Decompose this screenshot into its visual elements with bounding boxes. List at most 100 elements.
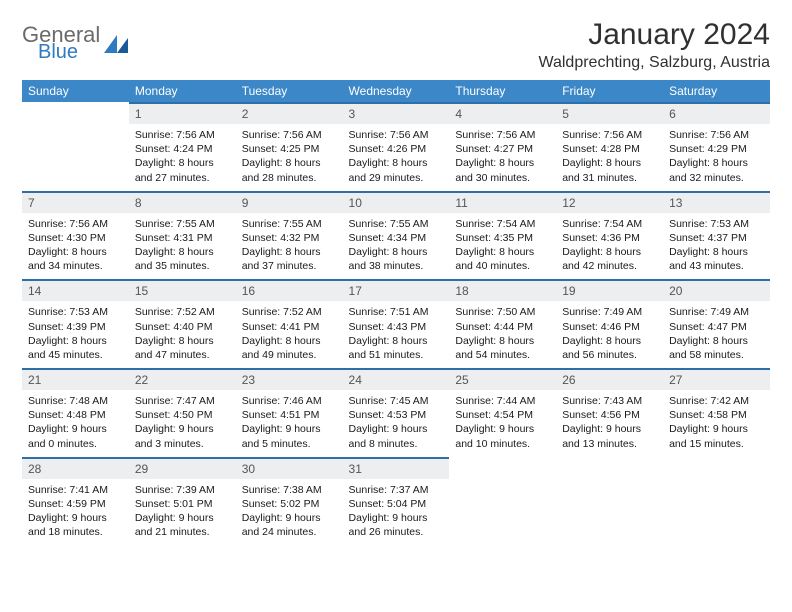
calendar-day-cell: 30Sunrise: 7:38 AMSunset: 5:02 PMDayligh…	[236, 457, 343, 546]
calendar-day-cell: 2Sunrise: 7:56 AMSunset: 4:25 PMDaylight…	[236, 102, 343, 191]
calendar-day-cell: 20Sunrise: 7:49 AMSunset: 4:47 PMDayligh…	[663, 279, 770, 368]
day-details: Sunrise: 7:55 AMSunset: 4:31 PMDaylight:…	[129, 213, 236, 280]
weekday-header: Saturday	[663, 80, 770, 102]
weekday-header: Wednesday	[343, 80, 450, 102]
weekday-header: Tuesday	[236, 80, 343, 102]
day-details: Sunrise: 7:52 AMSunset: 4:41 PMDaylight:…	[236, 301, 343, 368]
day-details: Sunrise: 7:42 AMSunset: 4:58 PMDaylight:…	[663, 390, 770, 457]
calendar-day-cell	[22, 102, 129, 191]
day-number: 31	[343, 457, 450, 479]
day-number: 19	[556, 279, 663, 301]
day-number: 12	[556, 191, 663, 213]
calendar-day-cell: 15Sunrise: 7:52 AMSunset: 4:40 PMDayligh…	[129, 279, 236, 368]
calendar-day-cell: 10Sunrise: 7:55 AMSunset: 4:34 PMDayligh…	[343, 191, 450, 280]
calendar-day-cell: 23Sunrise: 7:46 AMSunset: 4:51 PMDayligh…	[236, 368, 343, 457]
calendar-week-row: 14Sunrise: 7:53 AMSunset: 4:39 PMDayligh…	[22, 279, 770, 368]
day-number: 17	[343, 279, 450, 301]
day-details: Sunrise: 7:55 AMSunset: 4:34 PMDaylight:…	[343, 213, 450, 280]
day-number: 14	[22, 279, 129, 301]
calendar-day-cell: 21Sunrise: 7:48 AMSunset: 4:48 PMDayligh…	[22, 368, 129, 457]
location-subtitle: Waldprechting, Salzburg, Austria	[538, 54, 770, 72]
day-details: Sunrise: 7:56 AMSunset: 4:29 PMDaylight:…	[663, 124, 770, 191]
day-details: Sunrise: 7:44 AMSunset: 4:54 PMDaylight:…	[449, 390, 556, 457]
calendar-day-cell: 24Sunrise: 7:45 AMSunset: 4:53 PMDayligh…	[343, 368, 450, 457]
day-number: 29	[129, 457, 236, 479]
calendar-table: SundayMondayTuesdayWednesdayThursdayFrid…	[22, 80, 770, 545]
day-details: Sunrise: 7:54 AMSunset: 4:36 PMDaylight:…	[556, 213, 663, 280]
calendar-day-cell: 22Sunrise: 7:47 AMSunset: 4:50 PMDayligh…	[129, 368, 236, 457]
day-details: Sunrise: 7:38 AMSunset: 5:02 PMDaylight:…	[236, 479, 343, 546]
day-number: 3	[343, 102, 450, 124]
weekday-header: Friday	[556, 80, 663, 102]
day-details: Sunrise: 7:43 AMSunset: 4:56 PMDaylight:…	[556, 390, 663, 457]
day-details: Sunrise: 7:41 AMSunset: 4:59 PMDaylight:…	[22, 479, 129, 546]
day-number: 27	[663, 368, 770, 390]
calendar-day-cell: 16Sunrise: 7:52 AMSunset: 4:41 PMDayligh…	[236, 279, 343, 368]
calendar-day-cell: 5Sunrise: 7:56 AMSunset: 4:28 PMDaylight…	[556, 102, 663, 191]
day-details: Sunrise: 7:53 AMSunset: 4:37 PMDaylight:…	[663, 213, 770, 280]
weekday-header-row: SundayMondayTuesdayWednesdayThursdayFrid…	[22, 80, 770, 102]
day-number: 24	[343, 368, 450, 390]
day-number: 5	[556, 102, 663, 124]
calendar-day-cell: 6Sunrise: 7:56 AMSunset: 4:29 PMDaylight…	[663, 102, 770, 191]
weekday-header: Sunday	[22, 80, 129, 102]
day-number: 1	[129, 102, 236, 124]
page-title: January 2024	[538, 18, 770, 52]
day-details: Sunrise: 7:49 AMSunset: 4:47 PMDaylight:…	[663, 301, 770, 368]
day-number: 13	[663, 191, 770, 213]
calendar-day-cell: 14Sunrise: 7:53 AMSunset: 4:39 PMDayligh…	[22, 279, 129, 368]
day-details: Sunrise: 7:54 AMSunset: 4:35 PMDaylight:…	[449, 213, 556, 280]
day-number: 4	[449, 102, 556, 124]
day-details: Sunrise: 7:56 AMSunset: 4:26 PMDaylight:…	[343, 124, 450, 191]
calendar-week-row: 7Sunrise: 7:56 AMSunset: 4:30 PMDaylight…	[22, 191, 770, 280]
day-number: 15	[129, 279, 236, 301]
day-number: 30	[236, 457, 343, 479]
day-details: Sunrise: 7:56 AMSunset: 4:30 PMDaylight:…	[22, 213, 129, 280]
brand-line2: Blue	[38, 42, 100, 62]
day-details: Sunrise: 7:49 AMSunset: 4:46 PMDaylight:…	[556, 301, 663, 368]
day-details: Sunrise: 7:55 AMSunset: 4:32 PMDaylight:…	[236, 213, 343, 280]
calendar-day-cell: 11Sunrise: 7:54 AMSunset: 4:35 PMDayligh…	[449, 191, 556, 280]
day-number: 9	[236, 191, 343, 213]
calendar-day-cell: 29Sunrise: 7:39 AMSunset: 5:01 PMDayligh…	[129, 457, 236, 546]
calendar-day-cell: 26Sunrise: 7:43 AMSunset: 4:56 PMDayligh…	[556, 368, 663, 457]
calendar-day-cell: 31Sunrise: 7:37 AMSunset: 5:04 PMDayligh…	[343, 457, 450, 546]
calendar-day-cell: 4Sunrise: 7:56 AMSunset: 4:27 PMDaylight…	[449, 102, 556, 191]
day-number: 23	[236, 368, 343, 390]
calendar-day-cell: 12Sunrise: 7:54 AMSunset: 4:36 PMDayligh…	[556, 191, 663, 280]
calendar-day-cell	[663, 457, 770, 546]
calendar-day-cell	[556, 457, 663, 546]
day-number: 8	[129, 191, 236, 213]
calendar-day-cell: 3Sunrise: 7:56 AMSunset: 4:26 PMDaylight…	[343, 102, 450, 191]
calendar-week-row: 21Sunrise: 7:48 AMSunset: 4:48 PMDayligh…	[22, 368, 770, 457]
calendar-week-row: 1Sunrise: 7:56 AMSunset: 4:24 PMDaylight…	[22, 102, 770, 191]
day-number: 26	[556, 368, 663, 390]
calendar-day-cell: 19Sunrise: 7:49 AMSunset: 4:46 PMDayligh…	[556, 279, 663, 368]
calendar-day-cell: 17Sunrise: 7:51 AMSunset: 4:43 PMDayligh…	[343, 279, 450, 368]
day-number: 6	[663, 102, 770, 124]
weekday-header: Monday	[129, 80, 236, 102]
day-details: Sunrise: 7:56 AMSunset: 4:27 PMDaylight:…	[449, 124, 556, 191]
day-details: Sunrise: 7:45 AMSunset: 4:53 PMDaylight:…	[343, 390, 450, 457]
day-details: Sunrise: 7:47 AMSunset: 4:50 PMDaylight:…	[129, 390, 236, 457]
day-details: Sunrise: 7:37 AMSunset: 5:04 PMDaylight:…	[343, 479, 450, 546]
calendar-day-cell: 13Sunrise: 7:53 AMSunset: 4:37 PMDayligh…	[663, 191, 770, 280]
calendar-day-cell: 18Sunrise: 7:50 AMSunset: 4:44 PMDayligh…	[449, 279, 556, 368]
day-number: 20	[663, 279, 770, 301]
calendar-day-cell	[449, 457, 556, 546]
calendar-day-cell: 28Sunrise: 7:41 AMSunset: 4:59 PMDayligh…	[22, 457, 129, 546]
day-details: Sunrise: 7:48 AMSunset: 4:48 PMDaylight:…	[22, 390, 129, 457]
day-number: 2	[236, 102, 343, 124]
day-details: Sunrise: 7:56 AMSunset: 4:28 PMDaylight:…	[556, 124, 663, 191]
brand-mark-icon	[104, 31, 130, 58]
calendar-day-cell: 8Sunrise: 7:55 AMSunset: 4:31 PMDaylight…	[129, 191, 236, 280]
header: General Blue January 2024 Waldprechting,…	[22, 18, 770, 72]
day-number: 16	[236, 279, 343, 301]
day-details: Sunrise: 7:46 AMSunset: 4:51 PMDaylight:…	[236, 390, 343, 457]
calendar-day-cell: 7Sunrise: 7:56 AMSunset: 4:30 PMDaylight…	[22, 191, 129, 280]
day-number: 11	[449, 191, 556, 213]
day-details: Sunrise: 7:52 AMSunset: 4:40 PMDaylight:…	[129, 301, 236, 368]
day-details: Sunrise: 7:39 AMSunset: 5:01 PMDaylight:…	[129, 479, 236, 546]
calendar-week-row: 28Sunrise: 7:41 AMSunset: 4:59 PMDayligh…	[22, 457, 770, 546]
day-number: 10	[343, 191, 450, 213]
